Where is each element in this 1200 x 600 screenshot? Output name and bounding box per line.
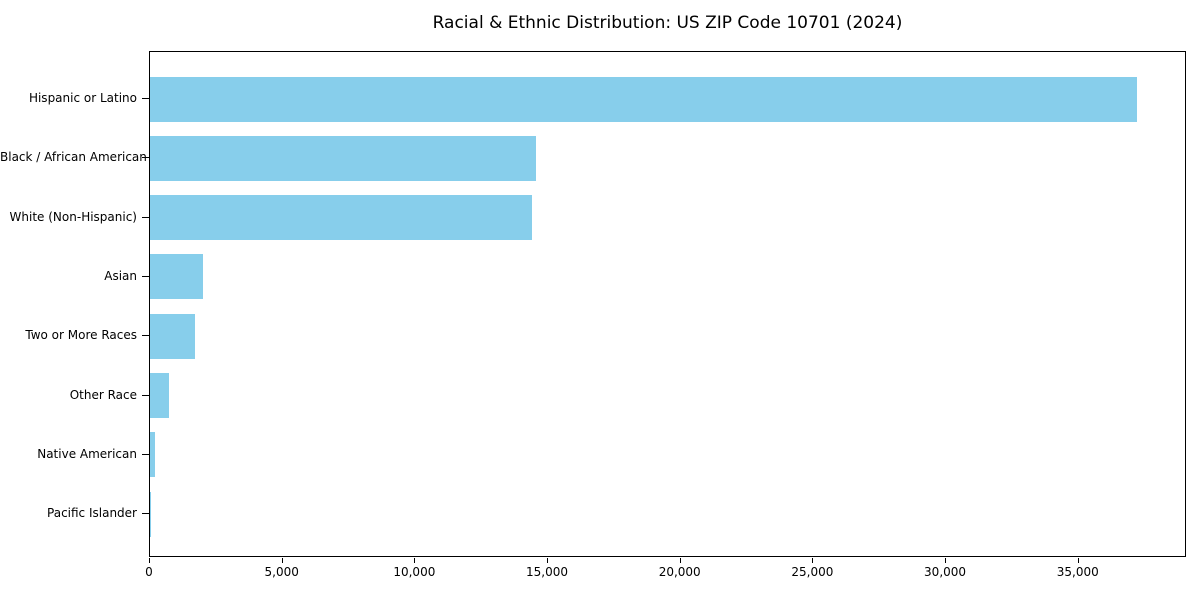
x-axis-label: 30,000 <box>924 565 967 579</box>
x-axis-label: 15,000 <box>526 565 569 579</box>
y-axis-label: Asian <box>104 268 137 283</box>
y-tick-mark <box>142 157 149 159</box>
x-tick-mark <box>547 558 549 563</box>
x-axis-label: 35,000 <box>1056 565 1099 579</box>
chart-title: Racial & Ethnic Distribution: US ZIP Cod… <box>432 13 903 33</box>
y-tick-mark <box>142 394 149 396</box>
bar <box>150 313 196 359</box>
y-tick-mark <box>142 98 149 99</box>
y-tick-mark <box>142 453 149 455</box>
x-tick-mark <box>1077 558 1079 563</box>
bar <box>150 195 533 241</box>
bar <box>150 135 537 181</box>
x-axis-label: 20,000 <box>658 565 701 579</box>
bar <box>150 491 151 537</box>
bar <box>150 254 204 300</box>
x-tick-mark <box>812 558 814 563</box>
x-tick-mark <box>281 558 283 563</box>
x-axis-label: 10,000 <box>393 565 436 579</box>
x-axis-label: 25,000 <box>791 565 834 579</box>
x-axis-label: 5,000 <box>264 565 299 579</box>
y-axis-label: Other Race <box>69 387 137 402</box>
x-tick-mark <box>945 558 947 563</box>
x-tick-mark <box>414 558 416 563</box>
x-tick-mark <box>679 558 681 563</box>
plot-area <box>149 51 1186 557</box>
y-axis-label: Two or More Races <box>25 328 137 343</box>
x-axis-label: 0 <box>145 565 153 579</box>
bar <box>150 373 170 419</box>
y-tick-mark <box>142 216 149 218</box>
y-axis-label: Black / African American <box>0 150 147 165</box>
y-tick-mark <box>142 513 149 515</box>
y-tick-mark <box>142 275 149 277</box>
y-axis-label: Pacific Islander <box>47 506 137 521</box>
bar <box>150 432 155 478</box>
x-tick-mark <box>149 558 150 563</box>
y-axis-label: Hispanic or Latino <box>28 91 137 105</box>
y-axis-label: Native American <box>37 446 137 461</box>
y-axis-label: White (Non-Hispanic) <box>9 209 137 224</box>
y-tick-mark <box>142 335 149 337</box>
bar <box>150 76 1138 122</box>
